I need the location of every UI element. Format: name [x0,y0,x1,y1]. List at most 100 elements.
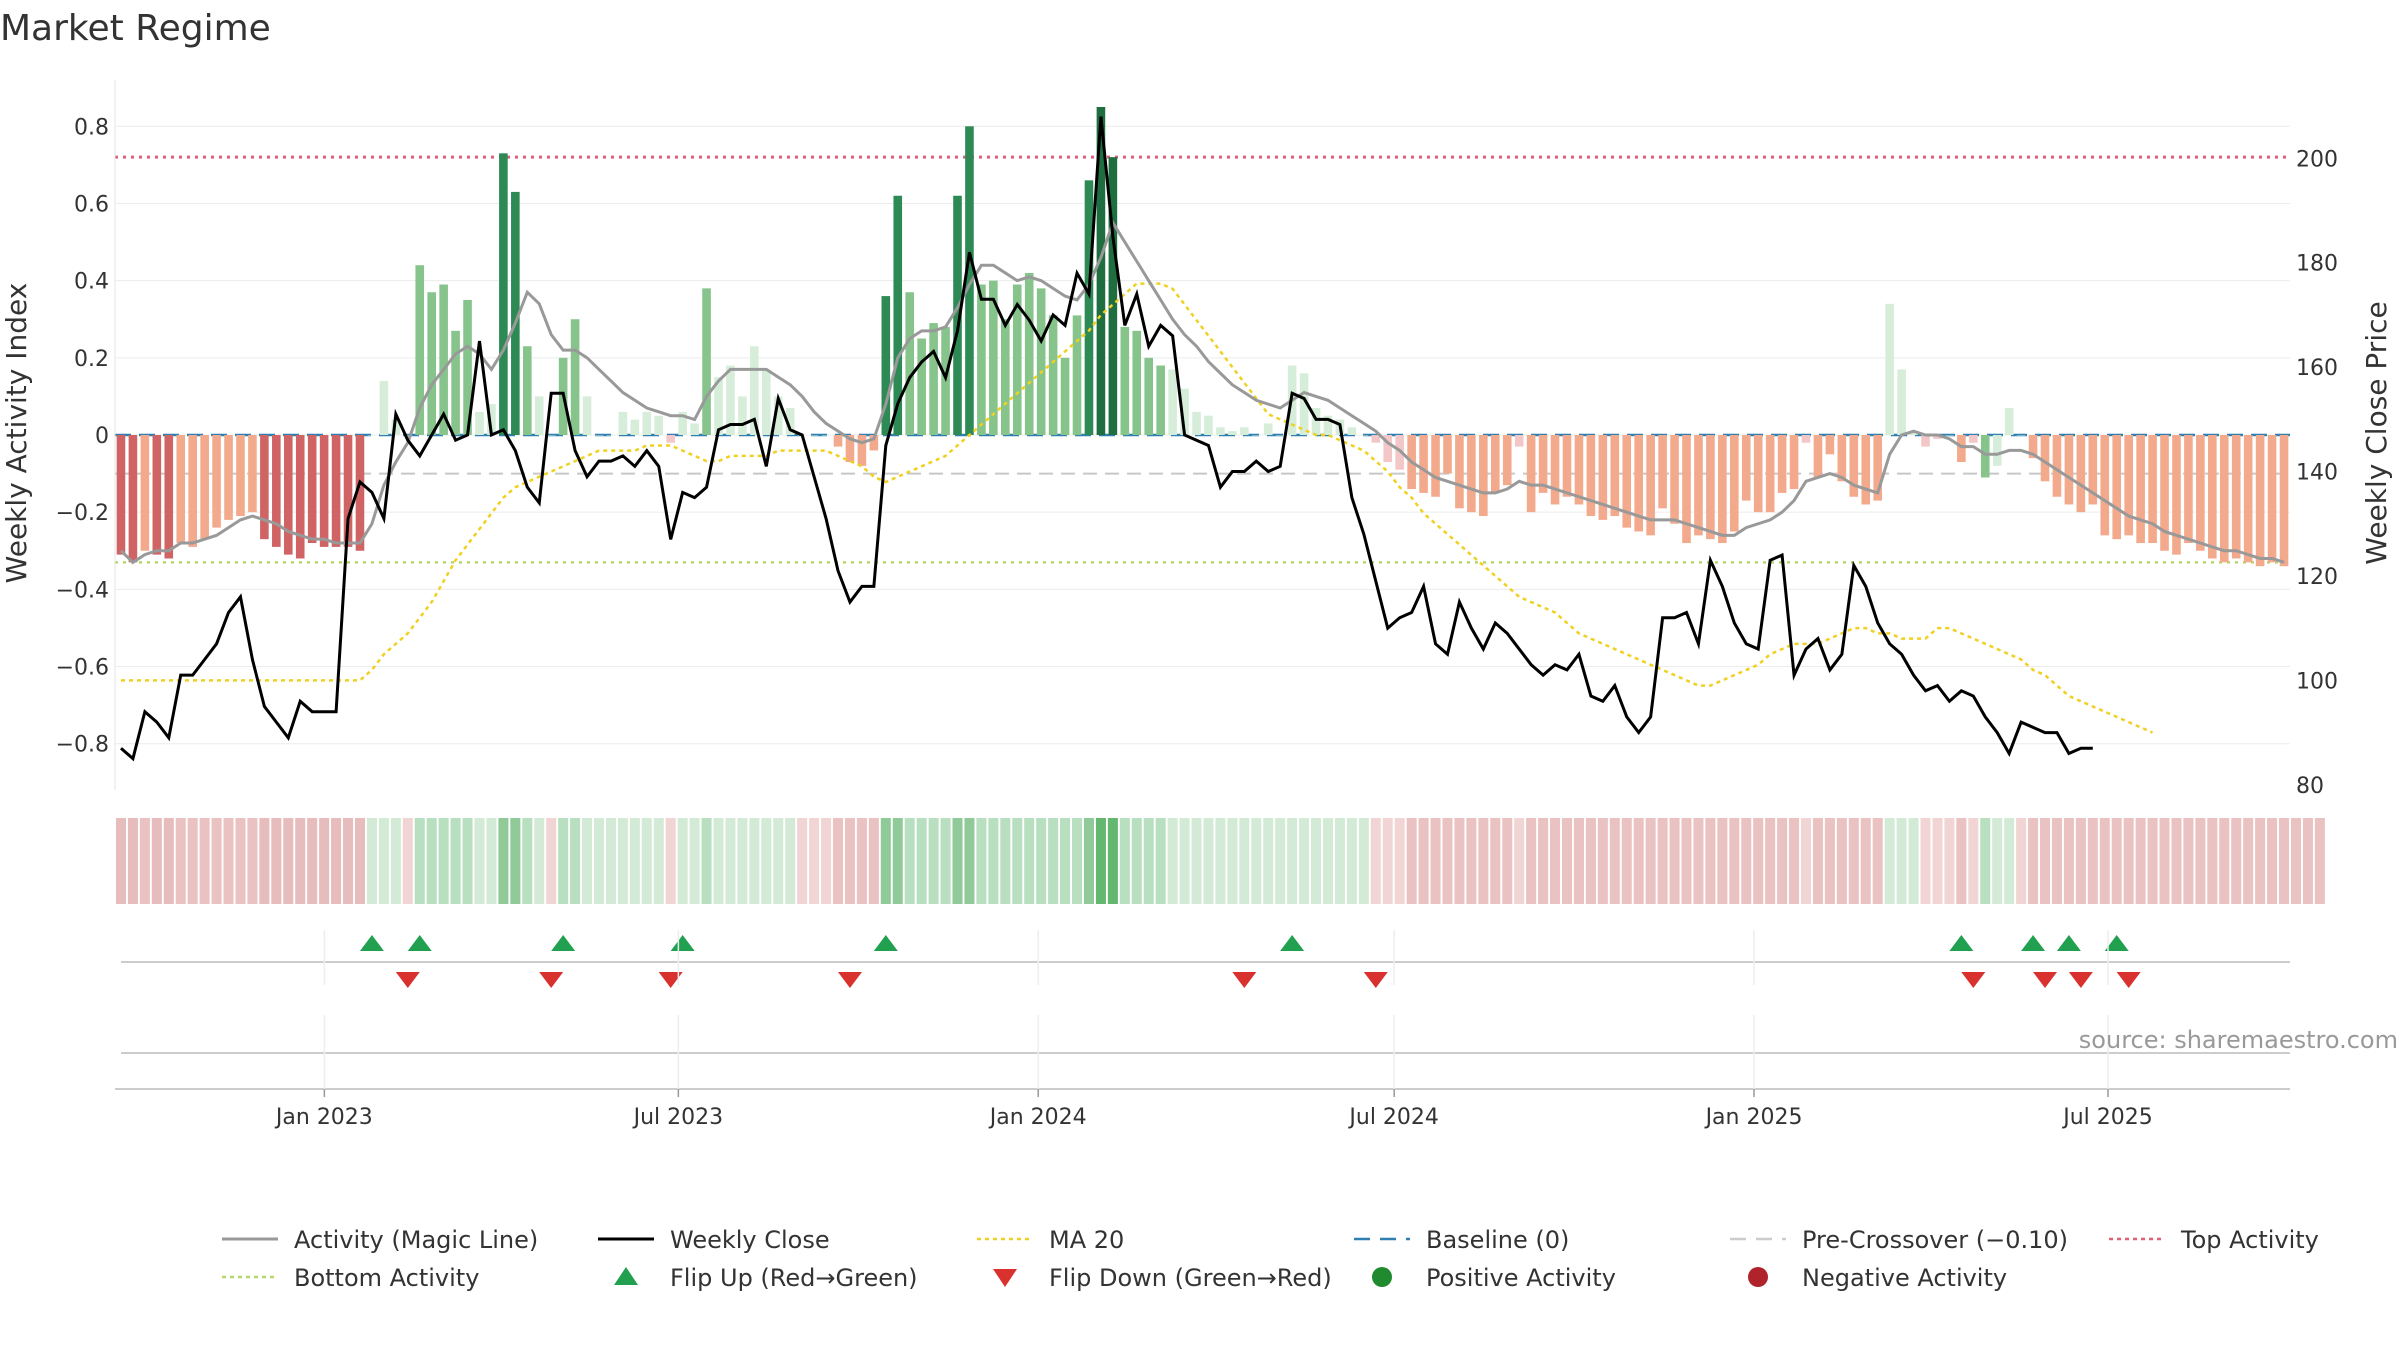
activity-bar [1777,435,1787,493]
legend-item: Activity (Magic Line) [222,1226,538,1254]
regime-strip-cell [1000,818,1011,904]
activity-bar [785,407,795,435]
regime-strip-cell [737,818,748,904]
flip-down-marker [658,972,683,988]
y-tick-left-label: 0.2 [74,347,109,372]
activity-bar [2219,435,2229,563]
regime-strip-cell [701,818,712,904]
activity-bar [2172,435,2181,555]
activity-bar [2052,435,2062,497]
activity-bar [1861,435,1871,505]
y-tick-right-label: 80 [2296,774,2324,799]
regime-strip-cell [761,818,772,904]
regime-strip-cell [187,818,198,904]
source-note: source: sharemaestro.com [2079,1026,2398,1054]
activity-bar [1431,435,1440,497]
regime-strip-cell [1753,818,1764,904]
regime-strip-cell [677,818,688,904]
activity-bar [403,435,413,436]
activity-bar [1694,435,1703,536]
regime-strip-cell [713,818,724,904]
regime-strip-cell [354,818,366,904]
regime-strip-cell [868,818,879,904]
activity-bar [833,435,843,447]
regime-strip-cell [1968,818,1979,904]
regime-strip-cell [1358,818,1369,904]
regime-strip-cell [474,818,485,904]
activity-bar [618,411,628,435]
flip-up-marker [1280,935,1305,951]
activity-bar [1120,326,1130,435]
activity-bar [546,435,556,436]
activity-bar [1204,415,1213,435]
activity-bar [1001,319,1010,435]
activity-bar [2160,435,2169,551]
activity-bar [1108,157,1118,436]
regime-strip-cell [450,818,461,904]
y-tick-left-label: 0.8 [74,115,109,140]
activity-bar [1180,388,1189,435]
regime-strip-cell [582,818,593,904]
activity-bar [1598,435,1608,520]
activity-bar [2136,435,2145,544]
activity-bar [1670,435,1679,524]
regime-strip-cell [1083,818,1094,904]
regime-strip-cell [1418,818,1429,904]
activity-bar [678,411,687,435]
regime-strip-cell [1490,818,1501,904]
regime-strip-cell [1729,818,1740,904]
regime-strip-cell [1131,818,1142,904]
activity-bar [881,296,891,435]
legend-label: Weekly Close [670,1226,830,1254]
regime-strip-cell [904,818,915,904]
activity-bar [1897,369,1906,435]
activity-bar [1789,435,1799,490]
regime-strip-cell [976,818,987,904]
regime-strip-cell [1299,818,1310,904]
activity-bar [642,411,652,435]
activity-bar [212,435,221,528]
flip-markers-panel [121,935,2290,988]
x-axis: Jan 2023 Jul 2023 Jan 2024 Jul 2024 Jan 2025… [115,930,2290,1130]
legend-label: Top Activity [2180,1226,2319,1254]
activity-bar [1980,435,1990,478]
series-lines [119,116,2285,762]
regime-strip-cell [1717,818,1728,904]
activity-bar [1060,357,1070,435]
activity-bar [128,435,138,563]
activity-bar [1921,435,1930,447]
activity-bar [1634,435,1643,532]
activity-bar [2243,435,2253,563]
activity-bar [1992,435,2002,466]
regime-strip-cell [558,818,569,904]
regime-strip-cell [1060,818,1071,904]
activity-bar [666,435,675,443]
regime-strip-cell [1024,818,1035,904]
activity-bar [845,435,855,463]
activity-bar [690,423,699,435]
legend-item: Flip Down (Green→Red) [993,1264,1332,1292]
regime-strip-cell [2004,818,2015,904]
regime-strip-cell [534,818,545,904]
chart-title: Market Regime [0,8,271,49]
activity-bar [1813,435,1823,478]
regime-strip-cell [809,818,820,904]
regime-strip-cell [498,818,509,904]
activity-bar [272,435,281,547]
activity-bar [1873,435,1882,501]
regime-strip-cell [1657,818,1668,904]
regime-strip-cell [832,818,844,904]
regime-strip-cell [235,818,246,904]
regime-strip-cell [1167,818,1178,904]
activity-bar [1311,407,1321,435]
regime-strip-cell [1155,818,1166,904]
flip-up-marker [2021,935,2046,951]
activity-bar [1168,369,1177,435]
regime-strip-cell [1609,818,1620,904]
regime-strip-cell [844,818,855,904]
activity-bar [1012,284,1022,435]
flip-down-marker [2033,972,2058,988]
activity-bar [893,195,903,435]
legend-item: MA 20 [977,1226,1124,1254]
regime-strip-cell [1872,818,1883,904]
